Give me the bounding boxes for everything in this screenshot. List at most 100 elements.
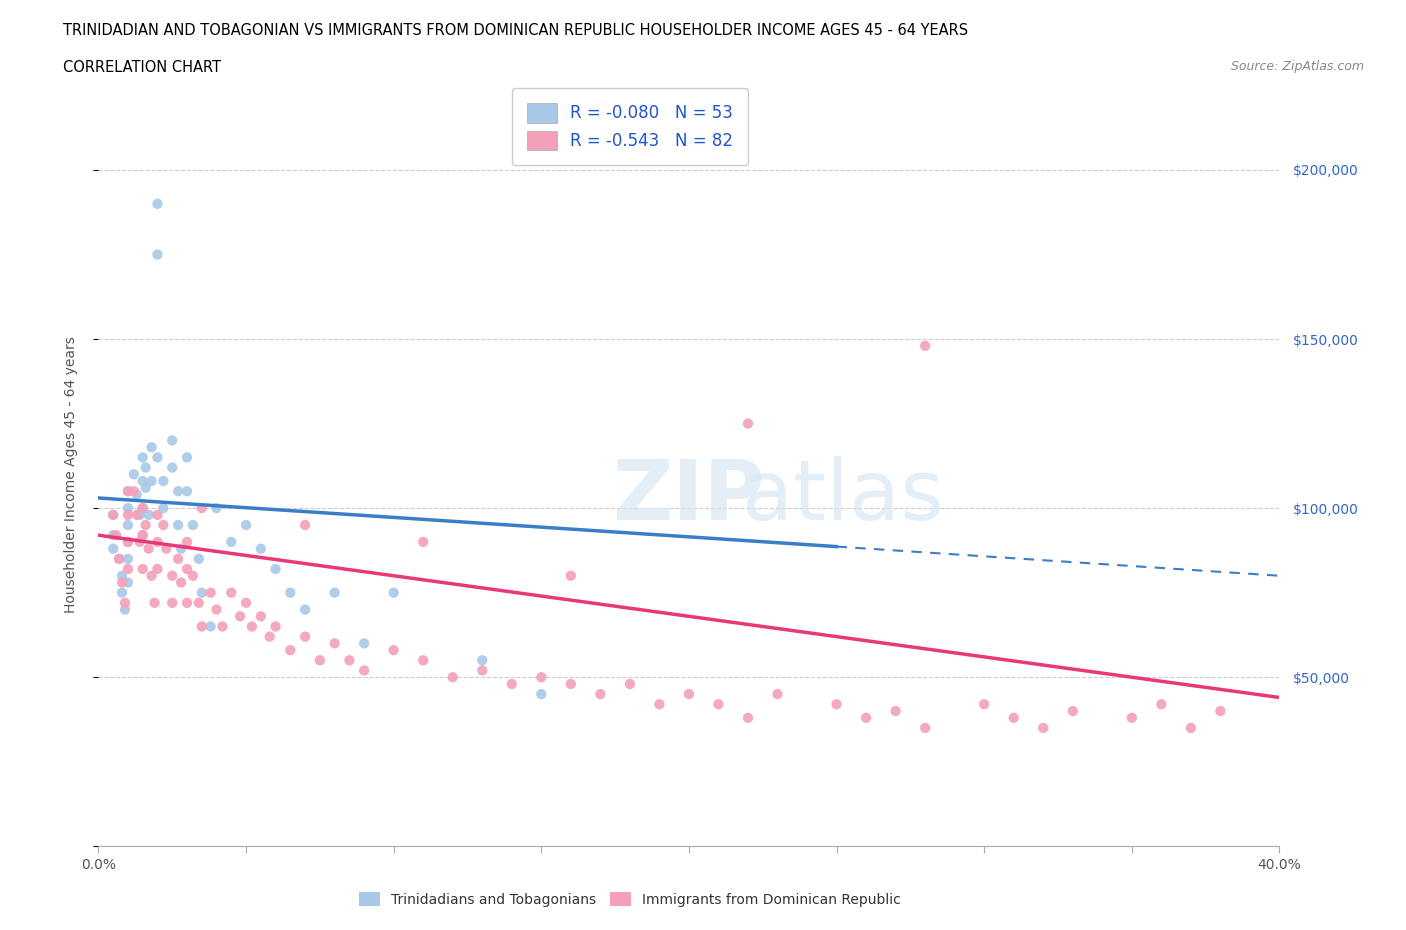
Point [219, 535, 242, 550]
Point [309, 653, 332, 668]
Point [162, 568, 183, 583]
Point [117, 551, 139, 566]
Point [219, 585, 242, 600]
Point [103, 527, 125, 542]
Legend: Trinidadians and Tobagonians, Immigrants from Dominican Republic: Trinidadians and Tobagonians, Immigrants… [352, 885, 908, 914]
Point [117, 484, 139, 498]
Point [278, 643, 302, 658]
Point [250, 609, 273, 624]
Point [176, 562, 198, 577]
Point [152, 473, 174, 488]
Text: atlas: atlas [741, 456, 943, 538]
Point [914, 339, 936, 353]
Point [1062, 704, 1084, 719]
Point [323, 636, 346, 651]
Point [152, 500, 174, 515]
Text: TRINIDADIAN AND TOBAGONIAN VS IMMIGRANTS FROM DOMINICAN REPUBLIC HOUSEHOLDER INC: TRINIDADIAN AND TOBAGONIAN VS IMMIGRANTS… [63, 23, 969, 38]
Point [108, 551, 131, 566]
Point [132, 473, 155, 488]
Point [211, 619, 233, 634]
Point [323, 585, 346, 600]
Point [122, 467, 145, 482]
Point [382, 585, 405, 600]
Point [200, 585, 222, 600]
Point [1209, 704, 1232, 719]
Point [103, 508, 125, 523]
Point [117, 562, 139, 577]
Point [1150, 697, 1173, 711]
Point [441, 670, 464, 684]
Point [146, 450, 169, 465]
Point [132, 450, 155, 465]
Point [122, 484, 145, 498]
Point [103, 541, 125, 556]
Point [152, 518, 174, 533]
Point [105, 527, 128, 542]
Point [530, 686, 553, 701]
Point [707, 697, 730, 711]
Point [146, 247, 169, 262]
Point [1180, 721, 1202, 736]
Point [117, 484, 139, 498]
Point [1121, 711, 1143, 725]
Point [132, 527, 155, 542]
Point [353, 663, 375, 678]
Point [128, 535, 150, 550]
Point [135, 518, 157, 533]
Point [108, 551, 131, 566]
Point [132, 500, 155, 515]
Point [138, 508, 160, 523]
Point [146, 196, 169, 211]
Point [125, 487, 148, 502]
Point [146, 562, 169, 577]
Point [191, 500, 214, 515]
Point [229, 609, 252, 624]
Point [176, 535, 198, 550]
Point [382, 643, 405, 658]
Text: CORRELATION CHART: CORRELATION CHART [63, 60, 221, 75]
Point [187, 551, 209, 566]
Point [235, 595, 257, 610]
Point [973, 697, 995, 711]
Point [264, 562, 287, 577]
Point [111, 575, 134, 590]
Point [138, 541, 160, 556]
Point [412, 653, 434, 668]
Point [619, 676, 641, 691]
Y-axis label: Householder Income Ages 45 - 64 years: Householder Income Ages 45 - 64 years [63, 336, 77, 613]
Point [530, 670, 553, 684]
Point [111, 585, 134, 600]
Point [117, 508, 139, 523]
Point [294, 518, 316, 533]
Point [560, 676, 582, 691]
Point [141, 568, 163, 583]
Point [114, 595, 136, 610]
Point [353, 636, 375, 651]
Point [167, 551, 190, 566]
Point [884, 704, 907, 719]
Point [146, 535, 169, 550]
Point [117, 535, 139, 550]
Point [125, 508, 148, 523]
Point [117, 575, 139, 590]
Point [855, 711, 877, 725]
Point [278, 585, 302, 600]
Point [1032, 721, 1054, 736]
Point [914, 721, 936, 736]
Point [132, 562, 155, 577]
Point [170, 575, 193, 590]
Point [114, 602, 136, 617]
Point [117, 535, 139, 550]
Point [117, 518, 139, 533]
Point [825, 697, 848, 711]
Point [132, 527, 155, 542]
Point [103, 508, 125, 523]
Point [167, 518, 190, 533]
Point [264, 619, 287, 634]
Point [146, 508, 169, 523]
Point [471, 653, 494, 668]
Text: ZIP: ZIP [613, 456, 765, 538]
Point [162, 595, 183, 610]
Point [240, 619, 263, 634]
Point [191, 585, 214, 600]
